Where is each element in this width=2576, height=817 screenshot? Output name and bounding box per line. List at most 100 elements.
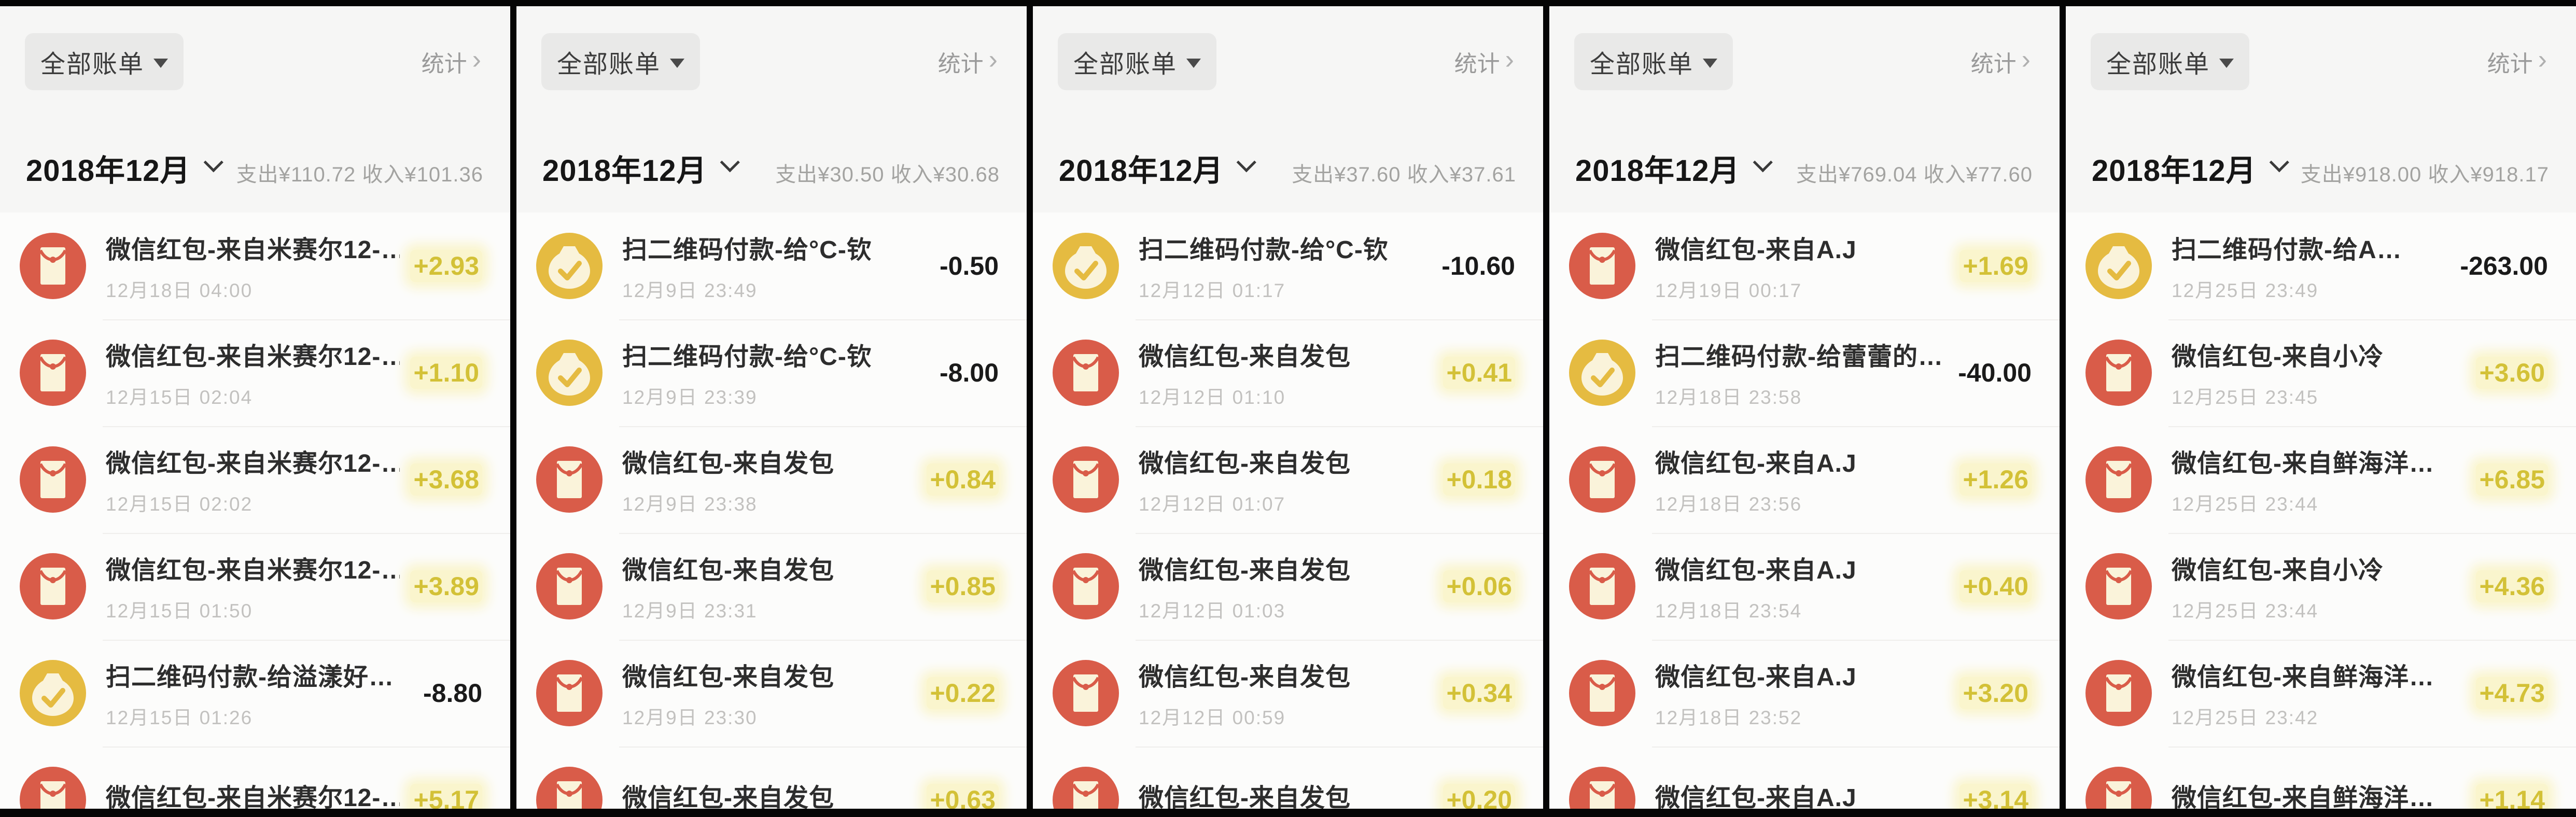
transaction-title: 微信红包-来自发包 xyxy=(1139,784,1351,809)
month-selector[interactable]: 2018年12月 xyxy=(1059,146,1256,190)
account-filter-label: 全部账单 xyxy=(2106,51,2210,78)
account-filter-dropdown[interactable]: 全部账单 xyxy=(1574,33,1733,90)
transaction-date: 12月9日 23:39 xyxy=(622,387,758,408)
transaction-title: 微信红包-来自小冷 xyxy=(2172,343,2384,371)
transaction-row[interactable]: 微信红包-来自米赛尔12-… 12月18日 04:00 +2.93 xyxy=(0,213,510,319)
transaction-row[interactable]: 微信红包-来自A.J 12月18日 23:56 +1.26 xyxy=(1549,426,2060,533)
statistics-label: 统计 xyxy=(1970,51,2017,77)
red-envelope-icon xyxy=(1569,446,1635,513)
account-filter-dropdown[interactable]: 全部账单 xyxy=(25,33,184,90)
transaction-amount: -8.80 xyxy=(423,679,482,708)
transaction-amount: -263.00 xyxy=(2460,251,2548,280)
bill-panel: 全部账单 统计 › 2018年12月 支出¥110.72 收入¥101.36 微… xyxy=(0,6,510,809)
transaction-row[interactable]: 微信红包-来自A.J 12月18日 23:54 +0.40 xyxy=(1549,533,2060,640)
transaction-title: 微信红包-来自发包 xyxy=(1139,450,1351,477)
transaction-row[interactable]: 微信红包-来自小冷 12月25日 23:44 +4.36 xyxy=(2066,533,2576,640)
transaction-row[interactable]: 微信红包-来自米赛尔12-… +5.17 xyxy=(0,746,510,809)
red-envelope-icon xyxy=(20,340,86,406)
money-bag-icon xyxy=(536,233,603,299)
statistics-link[interactable]: 统计 › xyxy=(938,45,998,78)
transaction-title: 微信红包-来自A.J xyxy=(1655,557,1857,584)
transaction-row[interactable]: 微信红包-来自发包 12月12日 01:10 +0.41 xyxy=(1033,319,1543,426)
transaction-info: 微信红包-来自A.J 12月18日 23:52 xyxy=(1655,656,1959,730)
account-filter-dropdown[interactable]: 全部账单 xyxy=(541,33,701,90)
transaction-title: 微信红包-来自A.J xyxy=(1655,450,1857,477)
month-label: 2018年12月 xyxy=(1575,154,1740,188)
transaction-row[interactable]: 微信红包-来自发包 12月12日 00:59 +0.34 xyxy=(1033,640,1543,746)
chevron-right-icon: › xyxy=(2538,45,2547,75)
transaction-row[interactable]: 微信红包-来自鲜海洋… +1.14 xyxy=(2066,746,2576,809)
month-label: 2018年12月 xyxy=(2092,154,2257,188)
transaction-date: 12月25日 23:44 xyxy=(2172,494,2319,515)
transaction-row[interactable]: 微信红包-来自鲜海洋… 12月25日 23:42 +4.73 xyxy=(2066,640,2576,746)
red-envelope-icon xyxy=(2085,340,2152,406)
transaction-date: 12月9日 23:38 xyxy=(622,494,758,515)
transaction-row[interactable]: 扫二维码付款-给蕾蕾的… 12月18日 23:58 -40.00 xyxy=(1549,319,2060,426)
account-filter-dropdown[interactable]: 全部账单 xyxy=(1058,33,1217,90)
transaction-icon xyxy=(2085,767,2152,809)
transaction-icon xyxy=(2085,446,2152,513)
transaction-date: 12月15日 01:26 xyxy=(106,707,253,728)
month-selector[interactable]: 2018年12月 xyxy=(26,146,223,190)
transaction-title: 微信红包-来自发包 xyxy=(1139,557,1351,584)
transaction-row[interactable]: 扫二维码付款-给°C-钦 12月9日 23:39 -8.00 xyxy=(516,319,1027,426)
transaction-row[interactable]: 扫二维码付款-给°C-钦 12月9日 23:49 -0.50 xyxy=(516,213,1027,319)
transaction-row[interactable]: 微信红包-来自A.J 12月18日 23:52 +3.20 xyxy=(1549,640,2060,746)
red-envelope-icon xyxy=(20,446,86,513)
transaction-title: 扫二维码付款-给溢漾好… xyxy=(106,664,394,691)
transaction-row[interactable]: 微信红包-来自米赛尔12-… 12月15日 02:02 +3.68 xyxy=(0,426,510,533)
transaction-list: 扫二维码付款-给°C-钦 12月9日 23:49 -0.50 扫二维码付款-给°… xyxy=(516,213,1027,809)
month-row: 2018年12月 支出¥30.50 收入¥30.68 xyxy=(516,146,1027,190)
chevron-right-icon: › xyxy=(988,45,998,75)
red-envelope-icon xyxy=(2085,660,2152,726)
transaction-date: 12月9日 23:49 xyxy=(622,280,758,301)
transaction-title: 微信红包-来自A.J xyxy=(1655,784,1857,809)
month-selector[interactable]: 2018年12月 xyxy=(2092,146,2289,190)
transaction-row[interactable]: 微信红包-来自A.J +3.14 xyxy=(1549,746,2060,809)
transaction-list: 微信红包-来自A.J 12月19日 00:17 +1.69 扫二维码付款-给蕾蕾… xyxy=(1549,213,2060,809)
transaction-row[interactable]: 微信红包-来自鲜海洋… 12月25日 23:44 +6.85 xyxy=(2066,426,2576,533)
statistics-link[interactable]: 统计 › xyxy=(2487,45,2547,78)
transaction-icon xyxy=(1569,660,1635,726)
statistics-link[interactable]: 统计 › xyxy=(1971,45,2031,78)
transaction-row[interactable]: 微信红包-来自发包 12月9日 23:31 +0.85 xyxy=(516,533,1027,640)
transaction-amount: +1.14 xyxy=(2476,784,2548,809)
transaction-info: 扫二维码付款-给A… 12月25日 23:49 xyxy=(2172,229,2460,303)
transaction-icon xyxy=(1053,446,1119,513)
transaction-icon xyxy=(1053,340,1119,406)
transaction-row[interactable]: 扫二维码付款-给°C-钦 12月12日 01:17 -10.60 xyxy=(1033,213,1543,319)
transaction-title: 微信红包-来自发包 xyxy=(1139,664,1351,691)
transaction-amount: +3.14 xyxy=(1959,784,2032,809)
transaction-row[interactable]: 微信红包-来自发包 12月12日 01:07 +0.18 xyxy=(1033,426,1543,533)
month-selector[interactable]: 2018年12月 xyxy=(1575,146,1773,190)
red-envelope-icon xyxy=(20,553,86,619)
account-filter-dropdown[interactable]: 全部账单 xyxy=(2091,33,2250,90)
transaction-row[interactable]: 微信红包-来自小冷 12月25日 23:45 +3.60 xyxy=(2066,319,2576,426)
transaction-title: 微信红包-来自小冷 xyxy=(2172,557,2384,584)
transaction-row[interactable]: 微信红包-来自发包 +0.63 xyxy=(516,746,1027,809)
transaction-amount: +0.41 xyxy=(1443,357,1515,389)
transaction-info: 微信红包-来自小冷 12月25日 23:44 xyxy=(2172,550,2476,623)
transaction-row[interactable]: 微信红包-来自米赛尔12-… 12月15日 01:50 +3.89 xyxy=(0,533,510,640)
transaction-row[interactable]: 微信红包-来自米赛尔12-… 12月15日 02:04 +1.10 xyxy=(0,319,510,426)
transaction-row[interactable]: 微信红包-来自发包 12月9日 23:30 +0.22 xyxy=(516,640,1027,746)
transaction-row[interactable]: 微信红包-来自A.J 12月19日 00:17 +1.69 xyxy=(1549,213,2060,319)
bill-panel: 全部账单 统计 › 2018年12月 支出¥769.04 收入¥77.60 微信… xyxy=(1549,6,2060,809)
transaction-row[interactable]: 微信红包-来自发包 12月12日 01:03 +0.06 xyxy=(1033,533,1543,640)
transaction-row[interactable]: 微信红包-来自发包 12月9日 23:38 +0.84 xyxy=(516,426,1027,533)
account-filter-label: 全部账单 xyxy=(1590,51,1694,78)
transaction-row[interactable]: 扫二维码付款-给A… 12月25日 23:49 -263.00 xyxy=(2066,213,2576,319)
red-envelope-icon xyxy=(1053,767,1119,809)
statistics-link[interactable]: 统计 › xyxy=(422,45,481,78)
month-selector[interactable]: 2018年12月 xyxy=(542,146,740,190)
chevron-down-icon xyxy=(720,152,740,172)
red-envelope-icon xyxy=(536,553,603,619)
transaction-row[interactable]: 微信红包-来自发包 +0.20 xyxy=(1033,746,1543,809)
caret-down-icon xyxy=(153,59,169,68)
statistics-link[interactable]: 统计 › xyxy=(1454,45,1514,78)
transaction-icon xyxy=(536,767,603,809)
transaction-icon xyxy=(1569,233,1635,299)
transaction-info: 微信红包-来自米赛尔12-… 12月18日 04:00 xyxy=(106,229,410,303)
transaction-row[interactable]: 扫二维码付款-给溢漾好… 12月15日 01:26 -8.80 xyxy=(0,640,510,746)
